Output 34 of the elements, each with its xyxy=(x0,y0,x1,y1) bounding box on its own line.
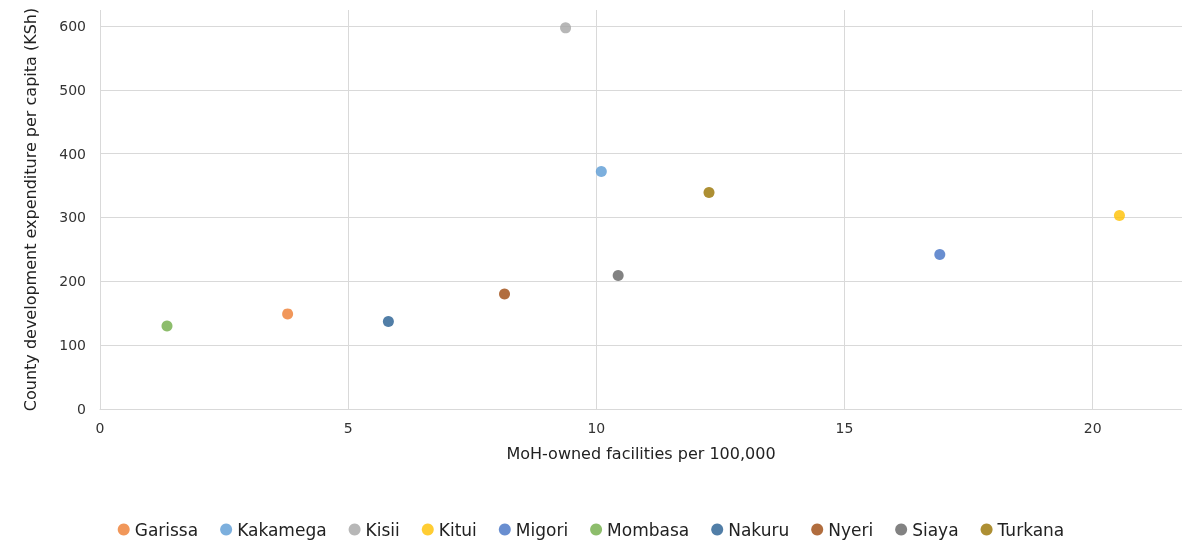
point xyxy=(382,316,394,328)
legend-label: Kisii xyxy=(365,519,400,540)
legend-label: Garissa xyxy=(134,519,199,540)
point xyxy=(282,308,294,320)
y-tick-label: 400 xyxy=(59,145,86,162)
x-tick-label: 5 xyxy=(343,420,353,436)
x-tick-label: 15 xyxy=(835,420,854,436)
legend-label: Mombasa xyxy=(607,519,690,540)
x-tick-label: 10 xyxy=(587,420,606,436)
point xyxy=(1113,210,1125,222)
legend-label: Kakamega xyxy=(237,519,327,540)
legend-label: Nakuru xyxy=(728,519,790,540)
legend-label: Turkana xyxy=(996,519,1065,540)
y-tick-label: 600 xyxy=(59,17,86,34)
point xyxy=(161,320,173,332)
x-axis-title: MoH-owned facilities per 100,000 xyxy=(506,443,776,463)
y-tick-label: 100 xyxy=(59,337,86,354)
legend-label: Kitui xyxy=(438,519,477,540)
y-axis-title: County development expenditure per capita (KSh) xyxy=(20,7,40,412)
point xyxy=(499,288,511,300)
point xyxy=(595,166,607,178)
y-tick-label: 200 xyxy=(59,273,86,290)
y-tick-label: 300 xyxy=(59,209,86,226)
y-tick-label: 500 xyxy=(59,81,86,98)
legend-label: Siaya xyxy=(912,519,959,540)
point xyxy=(703,187,715,199)
legend-label: Migori xyxy=(515,519,569,540)
point xyxy=(934,249,946,260)
point xyxy=(560,22,572,34)
point xyxy=(612,270,624,282)
x-tick-label: 0 xyxy=(95,420,105,436)
legend-label: Nyeri xyxy=(828,519,874,540)
y-tick-label: 0 xyxy=(77,401,86,417)
x-tick-label: 20 xyxy=(1083,420,1102,436)
